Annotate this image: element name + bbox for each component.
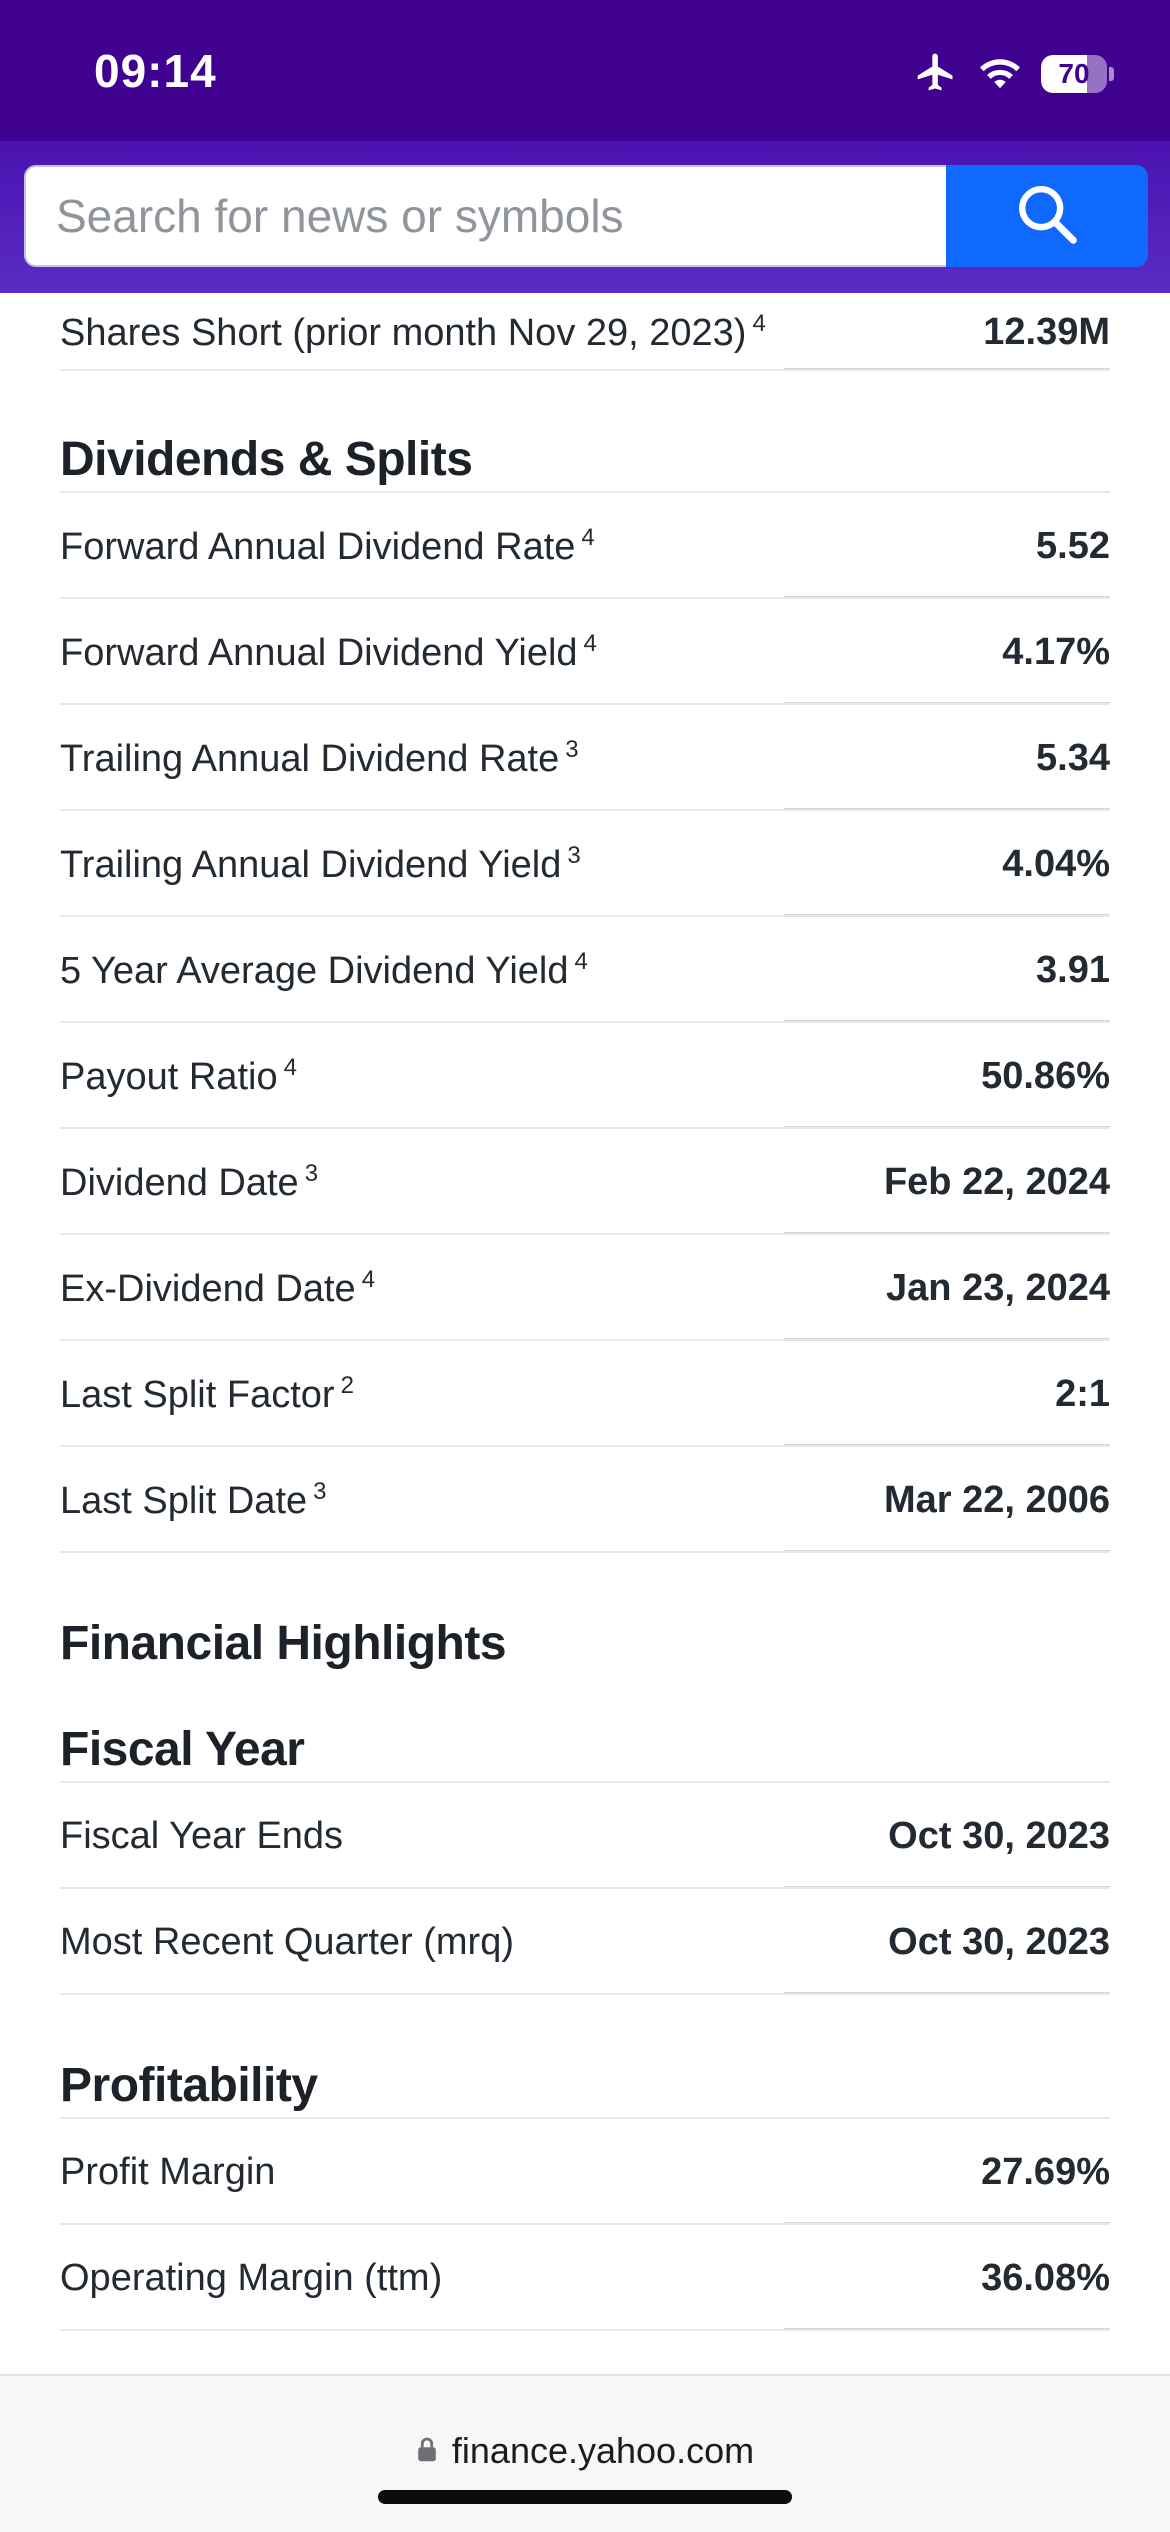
table-row: Forward Annual Dividend Yield 4 4.17% bbox=[60, 599, 1110, 705]
battery-nub bbox=[1109, 67, 1114, 81]
section-title: Fiscal Year bbox=[60, 1723, 305, 1776]
row-label: Operating Margin (ttm) bbox=[60, 2256, 443, 2299]
row-value: 5.34 bbox=[1036, 736, 1110, 779]
table-row: Trailing Annual Dividend Rate 3 5.34 bbox=[60, 705, 1110, 811]
table-row: Last Split Factor 2 2:1 bbox=[60, 1341, 1110, 1447]
table-row: Fiscal Year Ends Oct 30, 2023 bbox=[60, 1783, 1110, 1889]
row-label: Trailing Annual Dividend Rate 3 bbox=[60, 735, 579, 780]
row-label: Forward Annual Dividend Rate 4 bbox=[60, 523, 595, 568]
home-indicator[interactable] bbox=[378, 2490, 792, 2504]
row-label: Profit Margin bbox=[60, 2150, 276, 2193]
table-row: Most Recent Quarter (mrq) Oct 30, 2023 bbox=[60, 1889, 1110, 1995]
row-value: Jan 23, 2024 bbox=[886, 1266, 1110, 1309]
section-profitability: Profitability bbox=[60, 1995, 1110, 2119]
section-fiscal-year: Fiscal Year bbox=[60, 1681, 1110, 1783]
battery-level: 70 bbox=[1058, 58, 1090, 89]
battery-icon: 70 bbox=[1041, 55, 1107, 93]
fiscal-year-list: Fiscal Year Ends Oct 30, 2023 Most Recen… bbox=[60, 1783, 1110, 1995]
address-bar[interactable]: finance.yahoo.com bbox=[0, 2430, 1170, 2472]
section-title: Financial Highlights bbox=[60, 1617, 507, 1670]
row-label: Dividend Date 3 bbox=[60, 1159, 319, 1204]
section-title: Profitability bbox=[60, 2059, 318, 2112]
row-label: Ex-Dividend Date 4 bbox=[60, 1265, 376, 1310]
lock-icon bbox=[416, 2435, 438, 2468]
row-label: 5 Year Average Dividend Yield 4 bbox=[60, 947, 588, 992]
row-value: 5.52 bbox=[1036, 524, 1110, 567]
section-financial-highlights: Financial Highlights bbox=[60, 1553, 1110, 1681]
row-value: 36.08% bbox=[981, 2256, 1110, 2299]
section-title: Dividends & Splits bbox=[60, 433, 473, 486]
row-value: 50.86% bbox=[981, 1054, 1110, 1097]
row-value: Oct 30, 2023 bbox=[888, 1920, 1110, 1963]
row-value: Mar 22, 2006 bbox=[883, 1478, 1110, 1521]
url-text: finance.yahoo.com bbox=[451, 2430, 755, 2471]
search-button[interactable] bbox=[946, 165, 1148, 267]
table-row: Last Split Date 3 Mar 22, 2006 bbox=[60, 1447, 1110, 1553]
status-icons: 70 bbox=[913, 50, 1114, 98]
row-value: 3.91 bbox=[1036, 948, 1110, 991]
profitability-list: Profit Margin 27.69% Operating Margin (t… bbox=[60, 2119, 1110, 2331]
table-row-shares-short: Shares Short (prior month Nov 29, 2023) 4… bbox=[60, 293, 1110, 371]
row-value: Oct 30, 2023 bbox=[888, 1814, 1110, 1857]
row-label: Payout Ratio 4 bbox=[60, 1053, 297, 1098]
airplane-mode-icon bbox=[913, 50, 959, 99]
search-icon bbox=[1012, 179, 1082, 254]
search-header bbox=[0, 141, 1170, 293]
row-value: Feb 22, 2024 bbox=[883, 1160, 1110, 1203]
row-value: 12.39M bbox=[983, 310, 1110, 353]
section-dividends-splits: Dividends & Splits bbox=[60, 371, 1110, 493]
table-row: Ex-Dividend Date 4 Jan 23, 2024 bbox=[60, 1235, 1110, 1341]
browser-bottom-bar: finance.yahoo.com bbox=[0, 2374, 1170, 2532]
table-row: Payout Ratio 4 50.86% bbox=[60, 1023, 1110, 1129]
table-row: Dividend Date 3 Feb 22, 2024 bbox=[60, 1129, 1110, 1235]
row-value: 2:1 bbox=[1055, 1372, 1110, 1415]
table-row: Operating Margin (ttm) 36.08% bbox=[60, 2225, 1110, 2331]
row-label: Fiscal Year Ends bbox=[60, 1814, 344, 1857]
table-row: Profit Margin 27.69% bbox=[60, 2119, 1110, 2225]
table-row: Trailing Annual Dividend Yield 3 4.04% bbox=[60, 811, 1110, 917]
row-label: Shares Short (prior month Nov 29, 2023) 4 bbox=[60, 309, 766, 354]
row-label: Forward Annual Dividend Yield 4 bbox=[60, 629, 597, 674]
status-time: 09:14 bbox=[94, 45, 217, 97]
status-bar: 09:14 70 bbox=[0, 0, 1170, 141]
table-row: Forward Annual Dividend Rate 4 5.52 bbox=[60, 493, 1110, 599]
row-label: Last Split Factor 2 bbox=[60, 1371, 354, 1416]
row-label: Last Split Date 3 bbox=[60, 1477, 327, 1522]
dividends-list: Forward Annual Dividend Rate 4 5.52 Forwa… bbox=[60, 493, 1110, 1553]
battery-fill bbox=[1041, 55, 1088, 93]
row-value: 4.04% bbox=[1002, 842, 1110, 885]
wifi-icon bbox=[977, 53, 1023, 96]
row-label: Most Recent Quarter (mrq) bbox=[60, 1920, 514, 1963]
row-value: 4.17% bbox=[1002, 630, 1110, 673]
table-row: 5 Year Average Dividend Yield 4 3.91 bbox=[60, 917, 1110, 1023]
search-input[interactable] bbox=[24, 165, 948, 267]
statistics-content: Shares Short (prior month Nov 29, 2023) 4… bbox=[60, 293, 1110, 2331]
row-label: Trailing Annual Dividend Yield 3 bbox=[60, 841, 581, 886]
row-value: 27.69% bbox=[981, 2150, 1110, 2193]
